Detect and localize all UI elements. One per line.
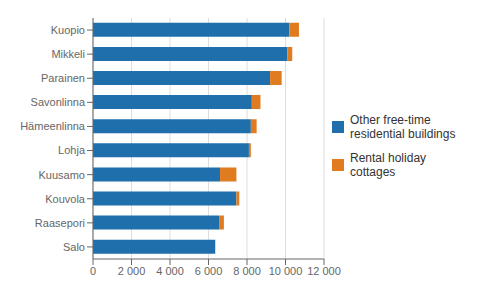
html-text:Other free-time residential bu: Other free-time residential buildings	[350, 113, 456, 141]
svg-text:4 000: 4 000	[156, 265, 184, 277]
svg-text:Kuopio: Kuopio	[51, 24, 85, 36]
svg-text:8 000: 8 000	[233, 265, 261, 277]
svg-text:Lohja: Lohja	[58, 144, 86, 156]
svg-text:Kouvola: Kouvola	[45, 193, 86, 205]
svg-text:12 000: 12 000	[307, 265, 341, 277]
svg-text:Mikkeli: Mikkeli	[51, 48, 85, 60]
svg-text:Raasepori: Raasepori	[35, 217, 85, 229]
svg-text:Parainen: Parainen	[41, 72, 85, 84]
svg-text:Salo: Salo	[63, 241, 85, 253]
svg-text:10 000: 10 000	[269, 265, 303, 277]
svg-text:6 000: 6 000	[195, 265, 223, 277]
svg-text:Savonlinna: Savonlinna	[31, 96, 86, 108]
svg-text:Hämeenlinna: Hämeenlinna	[20, 120, 86, 132]
svg-text:Kuusamo: Kuusamo	[39, 169, 85, 181]
svg-text:2 000: 2 000	[118, 265, 146, 277]
svg-text:0: 0	[90, 265, 96, 277]
html-text:Rental holiday cottages: Rental holiday cottages	[350, 151, 427, 179]
